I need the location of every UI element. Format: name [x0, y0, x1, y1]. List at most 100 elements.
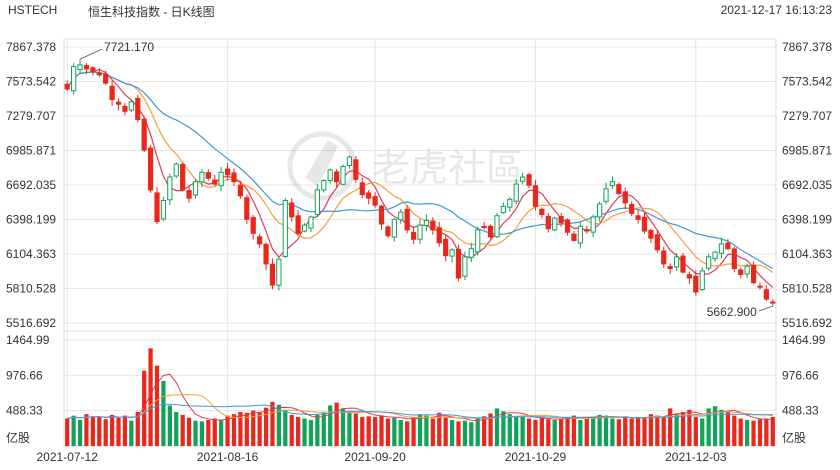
header-datetime: 2021-12-17 16:13:23 [720, 3, 832, 17]
candle-down [372, 196, 378, 206]
candle-down [763, 289, 769, 300]
volume-ma10-line [67, 394, 773, 420]
volume-bar-down [212, 418, 217, 446]
candle-up [417, 224, 423, 240]
volume-bar-up [578, 419, 583, 446]
volume-bar-down [635, 417, 641, 446]
candle-up [314, 189, 320, 216]
watermark-text: 老虎社區 [372, 148, 524, 190]
volume-bar-down [443, 417, 448, 446]
header-index-name: 恒生科技指数 - 日K线图 [88, 5, 215, 19]
volume-bar-down [571, 415, 577, 446]
volume-bar-down [263, 407, 269, 446]
volume-bar-down [270, 401, 275, 446]
volume-bar-down [84, 414, 89, 446]
volume-bar-down [687, 409, 692, 446]
volume-bar-up [507, 414, 512, 446]
volume-bar-down [539, 417, 544, 446]
volume-bar-down [655, 415, 660, 446]
volume-bar-down [186, 417, 192, 446]
candle-down [353, 159, 359, 180]
volume-bar-up [417, 414, 423, 446]
volume-tick-right: 488.33 [782, 404, 819, 418]
candle-down [103, 73, 109, 84]
candle-up [192, 181, 199, 196]
candle-down [205, 172, 211, 179]
candle-up [744, 265, 750, 275]
volume-bar-down [97, 417, 102, 446]
volume-bar-down [244, 412, 249, 446]
volume-layer [65, 348, 775, 446]
candle-down [455, 248, 462, 279]
volume-bar-down [770, 417, 775, 446]
candle-down [731, 248, 737, 270]
volume-bar-down [360, 417, 365, 446]
volume-unit-right: 亿股 [782, 430, 806, 445]
price-tick-left: 7279.707 [6, 109, 56, 123]
candle-down [686, 274, 693, 279]
tiger-logo-stroke [305, 140, 338, 186]
volume-tick-right: 1464.99 [782, 333, 826, 347]
volume-bar-down [296, 417, 301, 446]
header-symbol: HSTECH [8, 3, 58, 17]
volume-bar-down [251, 410, 256, 446]
candle-down [135, 97, 141, 120]
volume-bar-down [353, 413, 358, 446]
volume-bar-down [732, 415, 737, 446]
candle-up [475, 229, 481, 253]
candle-down [147, 147, 154, 191]
volume-bar-down [405, 421, 410, 446]
price-tick-left: 6398.199 [6, 213, 56, 227]
candle-up [327, 169, 333, 182]
candle-up [577, 225, 583, 244]
candle-down [109, 85, 115, 101]
candle-down [90, 67, 96, 72]
volume-bar-down [642, 418, 647, 446]
candle-down [83, 65, 90, 70]
candle-down [180, 163, 186, 191]
volume-bar-down [764, 418, 769, 446]
volume-bar-up [129, 420, 134, 446]
candle-down [404, 208, 410, 231]
volume-bar-down [623, 416, 628, 446]
volume-bar-up [174, 411, 179, 446]
volume-bar-down [661, 417, 666, 446]
volume-bar-down [559, 418, 564, 446]
volume-bar-down [103, 419, 108, 446]
candle-down [616, 184, 622, 194]
volume-bar-up [700, 418, 705, 446]
candle-up [276, 258, 282, 286]
candle-down [481, 225, 487, 229]
volume-bar-down [366, 416, 371, 446]
candle-up [199, 171, 205, 183]
annotation-layer: 7721.170 5662.900 [79, 40, 773, 319]
volume-bar-up [398, 419, 403, 446]
volume-bar-up [449, 419, 455, 446]
volume-bar-up [161, 380, 166, 446]
volume-bar-up [302, 418, 307, 446]
volume-bar-down [257, 412, 262, 446]
volume-bar-down [648, 414, 654, 446]
candle-down [295, 215, 301, 234]
volume-bar-up [392, 417, 397, 446]
candle-down [661, 250, 667, 265]
price-tick-right: 6985.871 [782, 143, 832, 157]
candle-down [141, 118, 147, 151]
candle-up [449, 249, 455, 257]
candle-down [693, 275, 699, 293]
volume-bar-up [494, 408, 500, 446]
candle-up [500, 205, 507, 214]
candle-down [436, 227, 442, 244]
volume-bar-down [751, 420, 756, 446]
candle-down [96, 72, 102, 76]
volume-bar-up [347, 411, 352, 446]
volume-bar-down [90, 416, 95, 446]
candle-down [366, 192, 372, 199]
candle-up [468, 248, 474, 258]
volume-bar-up [328, 405, 333, 446]
candle-down [738, 269, 744, 275]
candle-down [526, 174, 532, 186]
volume-bar-up [321, 412, 326, 446]
volume-bar-down [334, 402, 339, 446]
